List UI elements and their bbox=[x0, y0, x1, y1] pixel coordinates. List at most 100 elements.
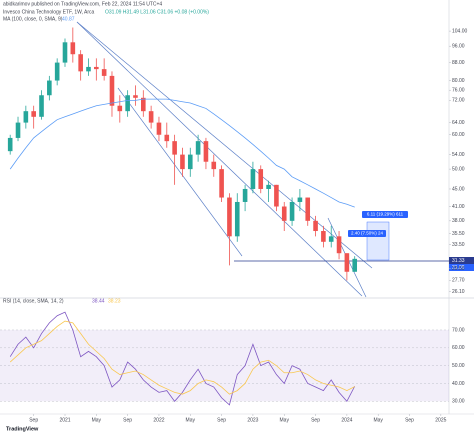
price-tick-label: 41.00 bbox=[452, 204, 465, 210]
time-tick-label: Sep bbox=[311, 417, 320, 423]
measure-box bbox=[348, 230, 386, 237]
price-tick-label: 38.00 bbox=[452, 218, 465, 224]
candle-body bbox=[321, 231, 326, 242]
candle-body bbox=[133, 95, 138, 98]
candle-body bbox=[125, 95, 130, 112]
candle-body bbox=[141, 97, 146, 112]
candle-body bbox=[219, 169, 224, 198]
candle-body bbox=[31, 111, 36, 117]
candle-body bbox=[148, 111, 154, 123]
candle-body bbox=[180, 154, 185, 170]
price-tick-label: 33.50 bbox=[452, 242, 465, 248]
candle-body bbox=[172, 141, 177, 155]
candle-body bbox=[15, 122, 21, 138]
price-tick-label: 76.00 bbox=[452, 88, 465, 94]
candle-body bbox=[164, 134, 170, 142]
price-tick-label: 29.50 bbox=[452, 266, 465, 272]
candle-body bbox=[281, 206, 287, 221]
candle-body bbox=[47, 80, 52, 96]
candle-body bbox=[313, 220, 318, 232]
candle-body bbox=[23, 111, 29, 123]
price-tick-label: 88.00 bbox=[452, 60, 465, 66]
candle-body bbox=[195, 141, 201, 155]
price-tick-label: 72.00 bbox=[452, 98, 465, 104]
ma-line bbox=[9, 98, 355, 208]
candle-body bbox=[250, 169, 256, 189]
last-label: 31.06 bbox=[452, 265, 465, 271]
price-tick-label: 35.50 bbox=[452, 231, 465, 237]
candle-body bbox=[305, 197, 311, 221]
candle-body bbox=[234, 201, 240, 237]
time-tick-label: May bbox=[373, 417, 383, 423]
candle-body bbox=[54, 62, 60, 81]
candle-body bbox=[274, 184, 279, 207]
candle-body bbox=[227, 197, 232, 237]
candle-body bbox=[211, 161, 217, 170]
author-line: abidkarimov published on TradingView.com… bbox=[3, 1, 162, 7]
rsi-line bbox=[9, 311, 356, 406]
candle-body bbox=[62, 42, 68, 63]
price-tick-label: 50.00 bbox=[452, 166, 465, 172]
candle-body bbox=[352, 258, 358, 272]
candle-body bbox=[344, 253, 350, 272]
level-tag bbox=[449, 257, 474, 264]
candle-body bbox=[328, 236, 334, 242]
rsi-tick-label: 30.00 bbox=[452, 399, 465, 405]
candle-body bbox=[117, 105, 123, 112]
candle-body bbox=[39, 95, 44, 117]
rsi-tick-label: 70.00 bbox=[452, 327, 465, 333]
legend-value: 38.44 bbox=[92, 298, 105, 304]
candle-body bbox=[101, 69, 107, 76]
time-tick-label: 2023 bbox=[247, 417, 258, 423]
legend-value: 38.23 bbox=[108, 298, 121, 304]
candle-body bbox=[258, 169, 264, 189]
rsi-tick-label: 50.00 bbox=[452, 363, 465, 369]
price-tick-label: 26.10 bbox=[452, 289, 465, 295]
price-tick-label: 80.00 bbox=[452, 78, 465, 84]
measure-label: 2.40 (7.50%) 24 bbox=[351, 231, 384, 236]
candle-body bbox=[109, 75, 115, 106]
candle-body bbox=[289, 201, 295, 221]
price-tick-label: 45.00 bbox=[452, 186, 465, 192]
time-tick-label: 2025 bbox=[435, 417, 446, 423]
legend-value: 40.87 bbox=[62, 16, 75, 22]
candle-body bbox=[86, 66, 91, 72]
time-tick-label: Sep bbox=[405, 417, 414, 423]
rsi-line bbox=[9, 320, 355, 395]
time-tick-label: Sep bbox=[123, 417, 132, 423]
price-tick-label: 64.00 bbox=[452, 120, 465, 126]
candle-body bbox=[94, 66, 99, 70]
candle-body bbox=[78, 54, 83, 72]
candle-body bbox=[70, 42, 76, 55]
candle-body bbox=[297, 197, 303, 202]
brand: TradingView bbox=[6, 426, 39, 432]
candle-body bbox=[156, 122, 162, 135]
candle-body bbox=[187, 154, 193, 170]
last-tag bbox=[449, 264, 474, 271]
price-tick-label: 96.00 bbox=[452, 44, 465, 50]
rsi-tick-label: 40.00 bbox=[452, 381, 465, 387]
price-tick-label: 60.00 bbox=[452, 132, 465, 138]
candle-body bbox=[203, 141, 209, 162]
time-tick-label: 2021 bbox=[59, 417, 70, 423]
time-tick-label: May bbox=[280, 417, 290, 423]
symbol-line: Invesco China Technology ETF, 1W, Arca bbox=[3, 9, 95, 15]
price-tick-label: 104.00 bbox=[452, 28, 468, 34]
candle-body bbox=[242, 188, 248, 202]
level-label: 31.33 bbox=[452, 258, 465, 264]
time-tick-label: 2024 bbox=[341, 417, 352, 423]
time-tick-label: May bbox=[92, 417, 102, 423]
time-tick-label: 2022 bbox=[153, 417, 164, 423]
time-tick-label: Sep bbox=[217, 417, 226, 423]
candle-body bbox=[266, 184, 271, 189]
measure-box bbox=[362, 211, 408, 218]
time-tick-label: Sep bbox=[29, 417, 38, 423]
candle-body bbox=[336, 236, 342, 254]
candle-body bbox=[7, 137, 13, 152]
price-tick-label: 27.70 bbox=[452, 278, 465, 284]
time-tick-label: May bbox=[186, 417, 196, 423]
ma-label: MA (100, close, 0, SMA, 9) bbox=[3, 16, 63, 22]
ohlc-line: O31.09 H31.49 L31.06 C31.06 +0.08 (+0.00… bbox=[105, 9, 209, 15]
measure-area bbox=[366, 221, 390, 261]
